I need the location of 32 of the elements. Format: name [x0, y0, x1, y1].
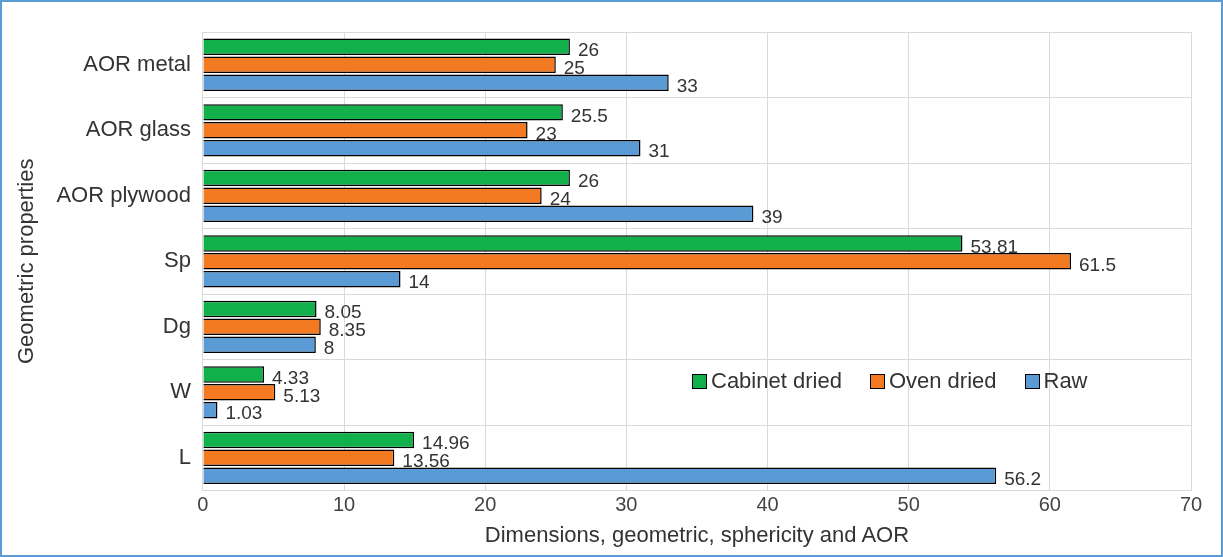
x-axis-title: Dimensions, geometric, sphericity and AOR: [484, 521, 910, 547]
x-tick-label: 60: [1038, 493, 1061, 516]
y-tick-label: AOR glass: [85, 116, 191, 142]
data-label: 31: [648, 140, 670, 162]
y-tick-label: AOR plywood: [56, 181, 191, 207]
legend-label: Cabinet dried: [711, 368, 842, 394]
data-label: 25.5: [570, 104, 608, 126]
y-tick-label: L: [178, 443, 191, 469]
data-label: 24: [549, 188, 572, 210]
y-tick-label: W: [170, 378, 192, 404]
data-label: 33: [676, 74, 698, 96]
y-tick-label: AOR metal: [83, 50, 191, 76]
y-tick-label: Dg: [162, 312, 191, 338]
x-tick-label: 20: [474, 493, 497, 516]
data-label: 26: [577, 170, 600, 192]
legend-label: Raw: [1043, 368, 1088, 394]
data-label: 61.5: [1079, 253, 1116, 275]
x-tick-label: 70: [1179, 493, 1203, 516]
legend-label: Oven dried: [888, 368, 997, 394]
x-tick-label: 0: [197, 493, 209, 516]
data-label: 56.2: [1004, 467, 1042, 489]
data-label: 1.03: [225, 402, 263, 424]
y-tick-label: Sp: [163, 247, 191, 273]
data-label: 23: [535, 122, 557, 144]
data-label: 53.81: [970, 235, 1019, 257]
x-tick-label: 40: [756, 493, 779, 516]
data-label: 14: [408, 271, 431, 293]
y-axis-title: Geometric properties: [13, 158, 39, 365]
x-tick-label: 50: [897, 493, 920, 516]
data-label: 39: [761, 205, 783, 227]
x-tick-label: 30: [615, 493, 638, 516]
x-tick-label: 10: [332, 493, 356, 516]
